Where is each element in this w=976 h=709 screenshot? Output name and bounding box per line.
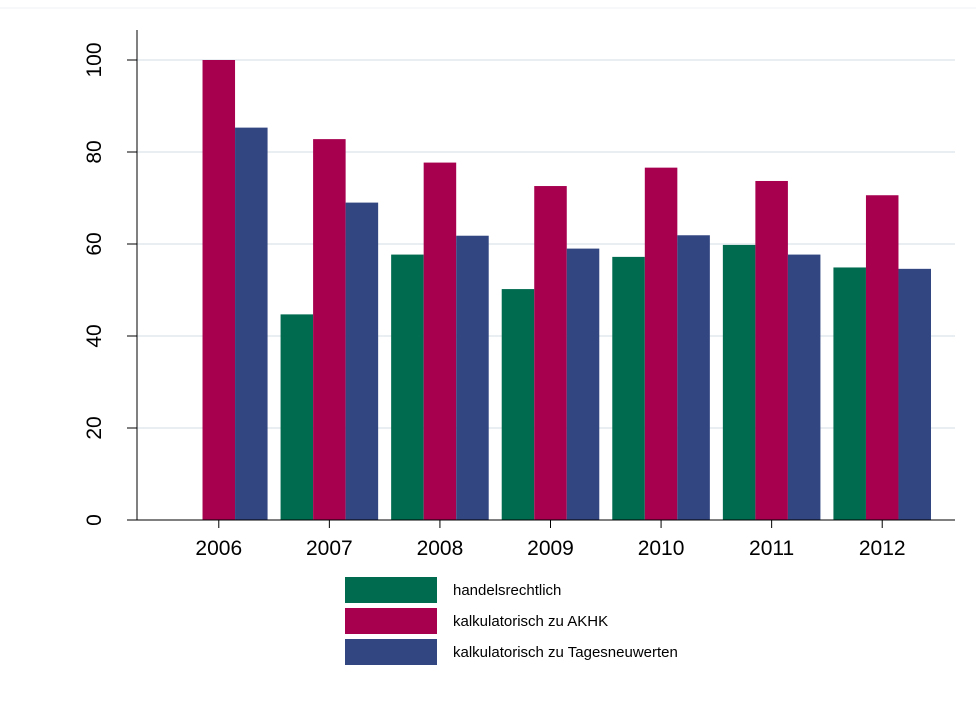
bar-handelsrechtlich-2010 (612, 256, 645, 520)
bar-handelsrechtlich-2008 (391, 254, 424, 520)
legend-swatch (345, 577, 437, 603)
bar-kalkulatorisch-zu-tagesneuwerten-2007 (345, 202, 379, 520)
bar-kalkulatorisch-zu-akhk-2010 (644, 167, 678, 520)
x-tick-label: 2012 (859, 537, 906, 560)
bar-kalkulatorisch-zu-tagesneuwerten-2006 (235, 127, 268, 521)
bar-handelsrechtlich-2012 (833, 267, 866, 520)
y-tick-label: 20 (83, 416, 106, 439)
y-axis-ticks: 0 20 40 60 80 100 (83, 42, 137, 526)
x-tick-label: 2009 (527, 537, 574, 560)
legend: handelsrechtlich kalkulatorisch zu AKHK ka… (345, 577, 678, 665)
bar-handelsrechtlich-2009 (501, 289, 535, 520)
bar-handelsrechtlich-2011 (722, 244, 756, 521)
x-tick-label: 2007 (306, 537, 353, 560)
bar-kalkulatorisch-zu-tagesneuwerten-2010 (677, 235, 710, 520)
bars (202, 60, 931, 521)
bar-handelsrechtlich-2007 (280, 314, 314, 520)
bar-kalkulatorisch-zu-akhk-2007 (313, 139, 346, 520)
bar-kalkulatorisch-zu-akhk-2006 (202, 60, 236, 520)
axes (136, 30, 955, 521)
x-tick-label: 2006 (195, 537, 242, 560)
bar-kalkulatorisch-zu-tagesneuwerten-2011 (787, 254, 821, 520)
legend-label: handelsrechtlich (453, 582, 561, 599)
y-tick-label: 80 (83, 140, 106, 163)
bar-kalkulatorisch-zu-tagesneuwerten-2012 (898, 268, 931, 520)
x-tick-label: 2011 (749, 537, 794, 560)
x-tick-label: 2010 (638, 537, 685, 560)
legend-label: kalkulatorisch zu Tagesneuwerten (453, 644, 678, 661)
legend-swatch (345, 608, 437, 634)
bar-kalkulatorisch-zu-akhk-2012 (865, 195, 899, 521)
bar-kalkulatorisch-zu-akhk-2008 (423, 162, 457, 520)
y-tick-label: 60 (83, 232, 106, 255)
bar-kalkulatorisch-zu-akhk-2011 (755, 180, 788, 521)
y-tick-label: 100 (83, 42, 106, 77)
legend-swatch (345, 639, 437, 665)
bar-kalkulatorisch-zu-tagesneuwerten-2009 (566, 248, 600, 520)
y-tick-label: 40 (83, 324, 106, 347)
y-tick-label: 0 (83, 514, 106, 526)
x-tick-label: 2008 (417, 537, 464, 560)
x-axis-ticks: 2006 2007 2008 2009 2010 2011 2012 (195, 520, 906, 560)
bar-kalkulatorisch-zu-akhk-2009 (534, 186, 567, 521)
legend-label: kalkulatorisch zu AKHK (453, 613, 608, 630)
bar-kalkulatorisch-zu-tagesneuwerten-2008 (456, 235, 489, 520)
